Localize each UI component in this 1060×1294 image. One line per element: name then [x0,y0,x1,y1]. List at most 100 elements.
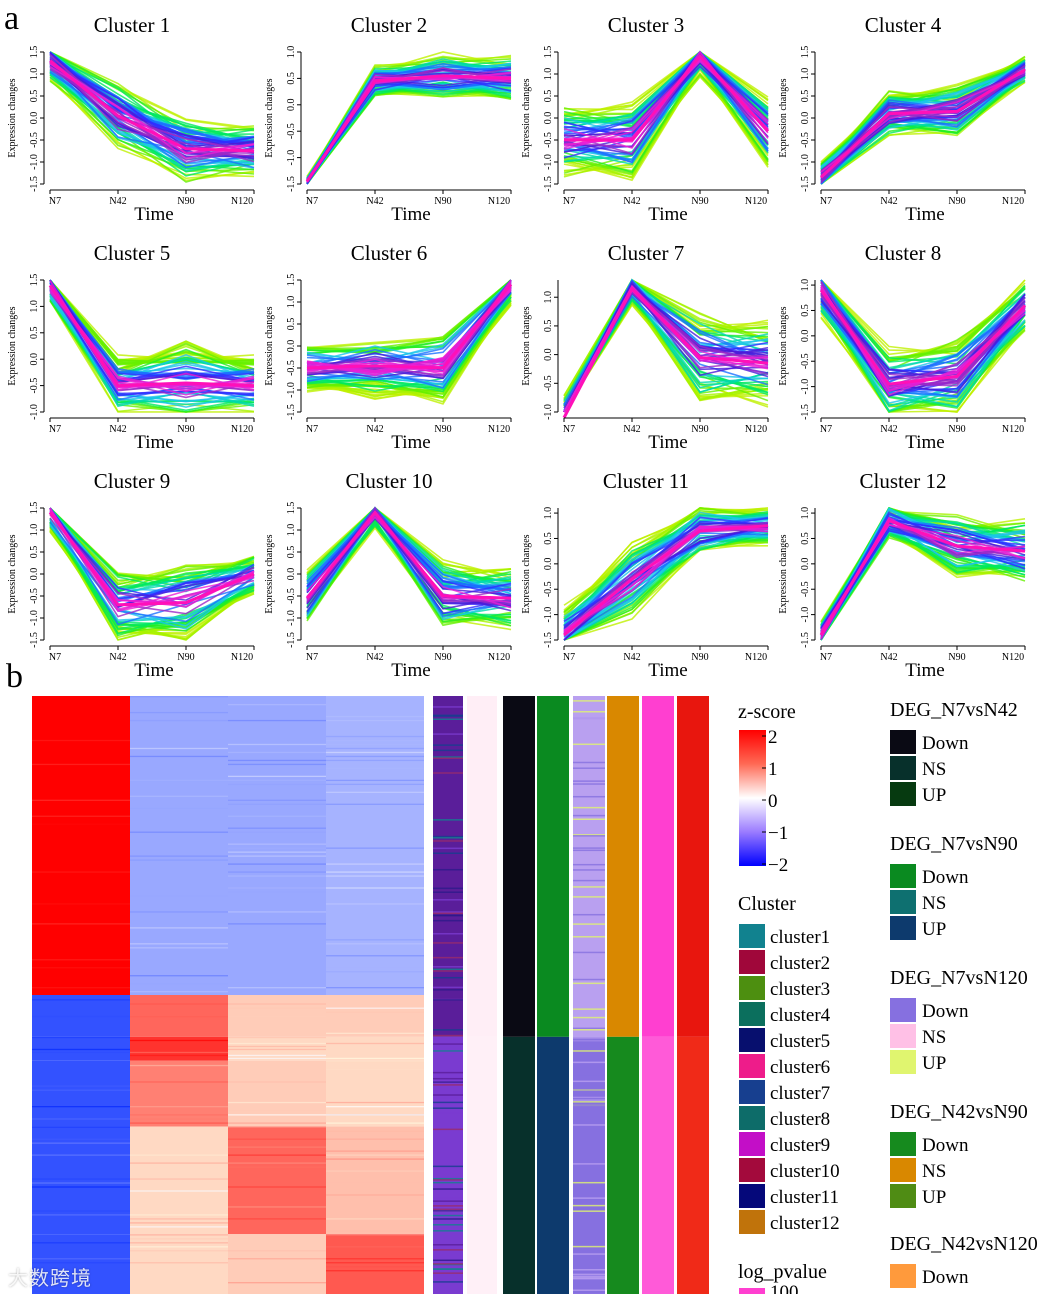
heatmap-row-stripe [32,739,130,742]
annotation-stripe [573,1000,605,1003]
heatmap-row-stripe [326,955,424,957]
y-tick-label: 1.0 [543,68,554,81]
annotation-stripe [433,887,463,890]
heatmap-row-stripe [32,795,130,797]
heatmap-row-stripe [326,1032,424,1034]
annotation-stripe [573,1017,605,1020]
trend-line [49,68,255,164]
x-tick-label: N7 [563,424,575,435]
y-tick-label: 1.5 [800,46,811,59]
x-tick-label: N7 [49,652,61,663]
deg-legend-label: NS [922,1027,946,1048]
heatmap-row-stripe [228,803,326,805]
annotation-stripe [573,1212,605,1214]
zscore-tick-label: 1 [768,759,778,780]
deg-legend-label: Down [922,1135,969,1156]
heatmap-row-stripe [130,1114,228,1116]
annotation-stripe [573,806,605,809]
annotation-stripe [573,849,605,852]
cluster-legend-swatch [739,1184,765,1208]
annotation-stripe [573,710,605,713]
deg-legend-label: Down [922,733,969,754]
heatmap-row-stripe [32,1015,130,1018]
panel-b-heatmap [32,696,709,1294]
y-axis-label: Expression changes [264,306,275,385]
heatmap-row-stripe [130,779,228,782]
trend-line [563,55,769,155]
heatmap-row-stripe [228,987,326,989]
annotation-stripe [433,926,463,929]
x-axis-label: Time [905,660,944,681]
heatmap-row-stripe [130,895,228,897]
y-tick-label: 1.5 [29,274,40,287]
x-tick-label: N42 [880,652,897,663]
y-axis-label: Expression changes [7,78,18,157]
log-pvalue-tick-label: 100 [770,1282,799,1294]
trend-line [306,512,512,603]
trend-line [820,279,1026,371]
heatmap-row-stripe [228,799,326,801]
y-tick-label: 0.0 [800,558,811,571]
heatmap-row-stripe [228,847,326,849]
x-tick-label: N90 [948,424,965,435]
heatmap-row-stripe [130,795,228,797]
heatmap-row-stripe [32,1262,130,1264]
heatmap-row-stripe [228,1154,326,1156]
y-tick-label: 0.5 [286,546,297,559]
heatmap-row-stripe [326,1138,424,1140]
annotation-stripe [573,886,605,888]
heatmap-row-stripe [32,959,130,961]
y-tick-label: 1.5 [286,502,297,515]
annotation-stripe [433,899,463,901]
heatmap-row-stripe [32,967,130,969]
y-tick-label: -1.0 [29,404,40,420]
annotation-stripe [433,914,463,917]
heatmap-row-stripe [130,696,228,698]
heatmap-cell-block [32,1126,130,1235]
y-tick-label: 1.0 [286,46,297,59]
heatmap-row-stripe [32,919,130,921]
heatmap-row-stripe [228,1110,326,1112]
cluster-legend-title: Cluster [738,893,796,915]
annotation-stripe [433,1097,463,1099]
cluster-centroid-line [819,68,1026,179]
deg-legend-swatch [890,890,916,914]
heatmap-row-stripe [326,971,424,973]
heatmap-row-stripe [228,1007,326,1009]
annotation-column-bottom [607,1036,639,1294]
deg-legend-swatch [890,1264,916,1288]
cluster-centroid-line [819,518,1026,636]
zscore-tick-label: −2 [768,855,788,876]
heatmap-row-stripe [228,1238,326,1240]
x-axis-label: Time [391,660,430,681]
annotation-stripe [573,1096,605,1099]
heatmap-row-stripe [32,999,130,1001]
annotation-stripe [573,956,605,958]
heatmap-row-stripe [130,1003,228,1005]
annotation-stripe [573,1101,605,1103]
trend-line [306,279,512,355]
trend-line [306,512,512,618]
heatmap-row-stripe [326,747,424,750]
zscore-tick-label: 2 [768,727,778,748]
heatmap-row-stripe [32,1051,130,1054]
heatmap-row-stripe [228,891,326,893]
annotation-column-bottom [642,1036,674,1294]
y-tick-label: 0.0 [543,112,554,125]
annotation-stripe [573,814,605,817]
trend-line [306,509,512,610]
annotation-stripe [433,933,463,935]
annotation-stripe [433,1071,463,1074]
heatmap-row-stripe [326,735,424,738]
trend-line [563,55,769,164]
annotation-stripe [573,1268,605,1271]
annotation-stripe [433,837,463,839]
heatmap-row-stripe [326,887,424,889]
y-tick-label: -1.0 [29,154,40,170]
annotation-stripe [573,767,605,769]
y-axis-label: Expression changes [264,534,275,613]
y-tick-label: 0.5 [800,90,811,103]
heatmap-row-stripe [228,1045,326,1048]
y-tick-label: 0.0 [286,340,297,353]
annotation-stripe [433,1181,463,1184]
